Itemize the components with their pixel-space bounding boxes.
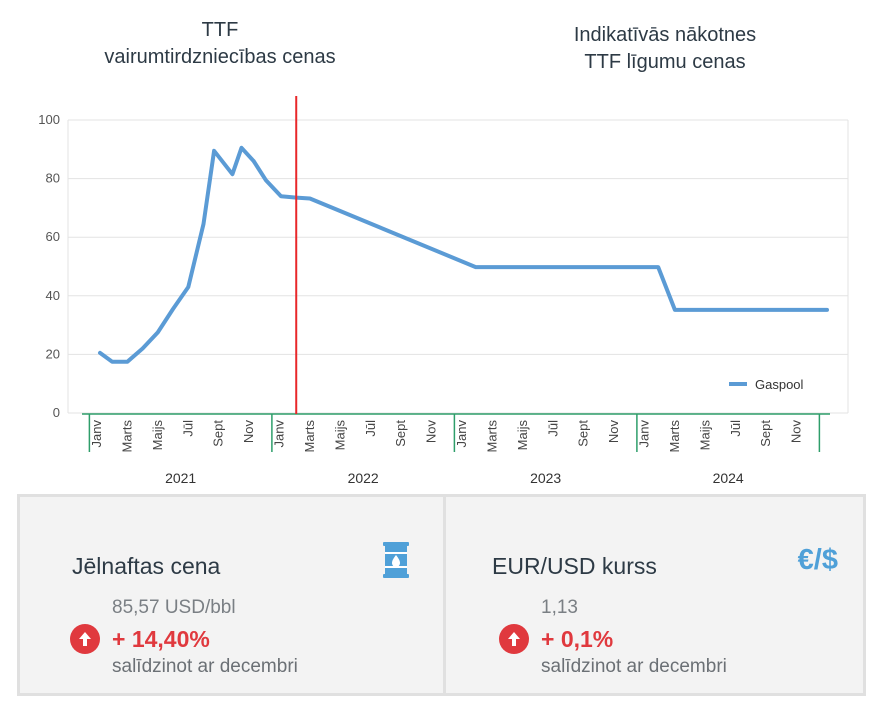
fx-card-title: EUR/USD kurss [492,553,657,579]
fx-rate-value: 1,13 [541,597,578,618]
month-label: Nov [241,420,256,444]
year-label: 2022 [348,470,379,486]
month-label: Janv [272,420,287,448]
fx-change-caption: salīdzinot ar decembri [541,656,727,677]
indicator-panel: Jēlnaftas cena 85,57 USD/bbl + 14,40% sa… [17,494,866,696]
month-label: Maijs [697,420,712,451]
fx-change-row: + 0,1% [499,624,613,654]
panel-divider [443,497,446,693]
gas-price-chart: 0 20 40 60 80 100 Janv Marts Maijs Jūl Sept Nov 2021… [38,96,849,486]
month-label: Marts [119,420,134,453]
month-label: Nov [424,420,439,444]
arrow-up-icon [499,624,529,654]
legend-label: Gaspool [755,377,804,392]
month-label: Jūl [180,420,195,437]
month-label: Marts [302,420,317,453]
y-tick-label: 0 [53,405,60,420]
series-line-gaspool [98,145,829,364]
oil-card-title: Jēlnaftas cena [72,553,221,579]
oil-price-value: 85,57 USD/bbl [112,597,236,618]
y-tick-label: 100 [38,112,60,127]
month-label: Marts [667,420,682,453]
arrow-up-icon [70,624,100,654]
heading-right-line-1: Indikatīvās nākotnes [573,24,757,46]
currency-exchange-icon: €/$ [797,544,838,576]
ttf-futures-heading: Indikatīvās nākotnes TTF līgumu cenas [500,22,830,76]
oil-change-caption: salīdzinot ar decembri [112,656,298,677]
month-label: Sept [758,420,773,447]
month-label: Sept [211,420,226,447]
month-label: Jūl [363,420,378,437]
oil-change-percent: + 14,40% [112,625,210,652]
month-label: Marts [484,419,499,452]
month-label: Nov [789,420,804,444]
year-label: 2021 [165,470,196,486]
oil-barrel-icon [383,542,409,578]
oil-change-row: + 14,40% [70,624,210,654]
y-tick-label: 20 [46,346,60,361]
month-label: Jūl [728,420,743,437]
month-label: Maijs [150,420,165,451]
month-label: Janv [89,420,104,448]
heading-left-line-1: TTF [201,19,239,41]
heading-right-line-2: TTF līgumu cenas [584,51,746,73]
month-label: Sept [393,420,408,447]
heading-left-line-2: vairumtirdzniecības cenas [104,46,336,68]
y-tick-label: 40 [46,288,60,303]
year-label: 2023 [530,470,561,486]
month-label: Janv [454,420,469,448]
month-label: Janv [637,420,652,448]
y-tick-label: 80 [46,171,60,186]
month-label: Maijs [332,420,347,451]
y-tick-label: 60 [46,229,60,244]
oil-price-card: Jēlnaftas cena 85,57 USD/bbl + 14,40% sa… [20,497,443,693]
fx-change-percent: + 0,1% [541,625,614,652]
month-label: Maijs [515,420,530,451]
month-label: Sept [576,420,591,447]
year-label: 2024 [713,470,744,486]
month-label: Jūl [545,420,560,437]
eurusd-card: EUR/USD kurss €/$ 1,13 + 0,1% salīdzinot… [446,497,866,693]
ttf-wholesale-heading: TTF vairumtirdzniecības cenas [60,17,380,71]
month-label: Nov [606,420,621,444]
